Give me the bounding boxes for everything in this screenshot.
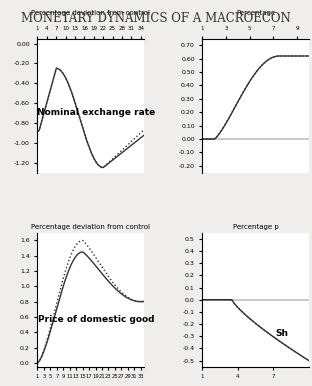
Text: Sh: Sh	[276, 329, 289, 338]
Title: Percentage: Percentage	[236, 10, 275, 16]
Text: Price of domestic good: Price of domestic good	[38, 315, 154, 324]
Title: Percentage p: Percentage p	[233, 223, 279, 230]
Text: Nominal exchange rate: Nominal exchange rate	[37, 108, 155, 117]
Title: Percentage deviation from control: Percentage deviation from control	[31, 223, 150, 230]
Text: MONETARY DYNAMICS OF A MACROECON: MONETARY DYNAMICS OF A MACROECON	[21, 12, 291, 25]
Title: Percentage deviation from control: Percentage deviation from control	[31, 10, 150, 16]
